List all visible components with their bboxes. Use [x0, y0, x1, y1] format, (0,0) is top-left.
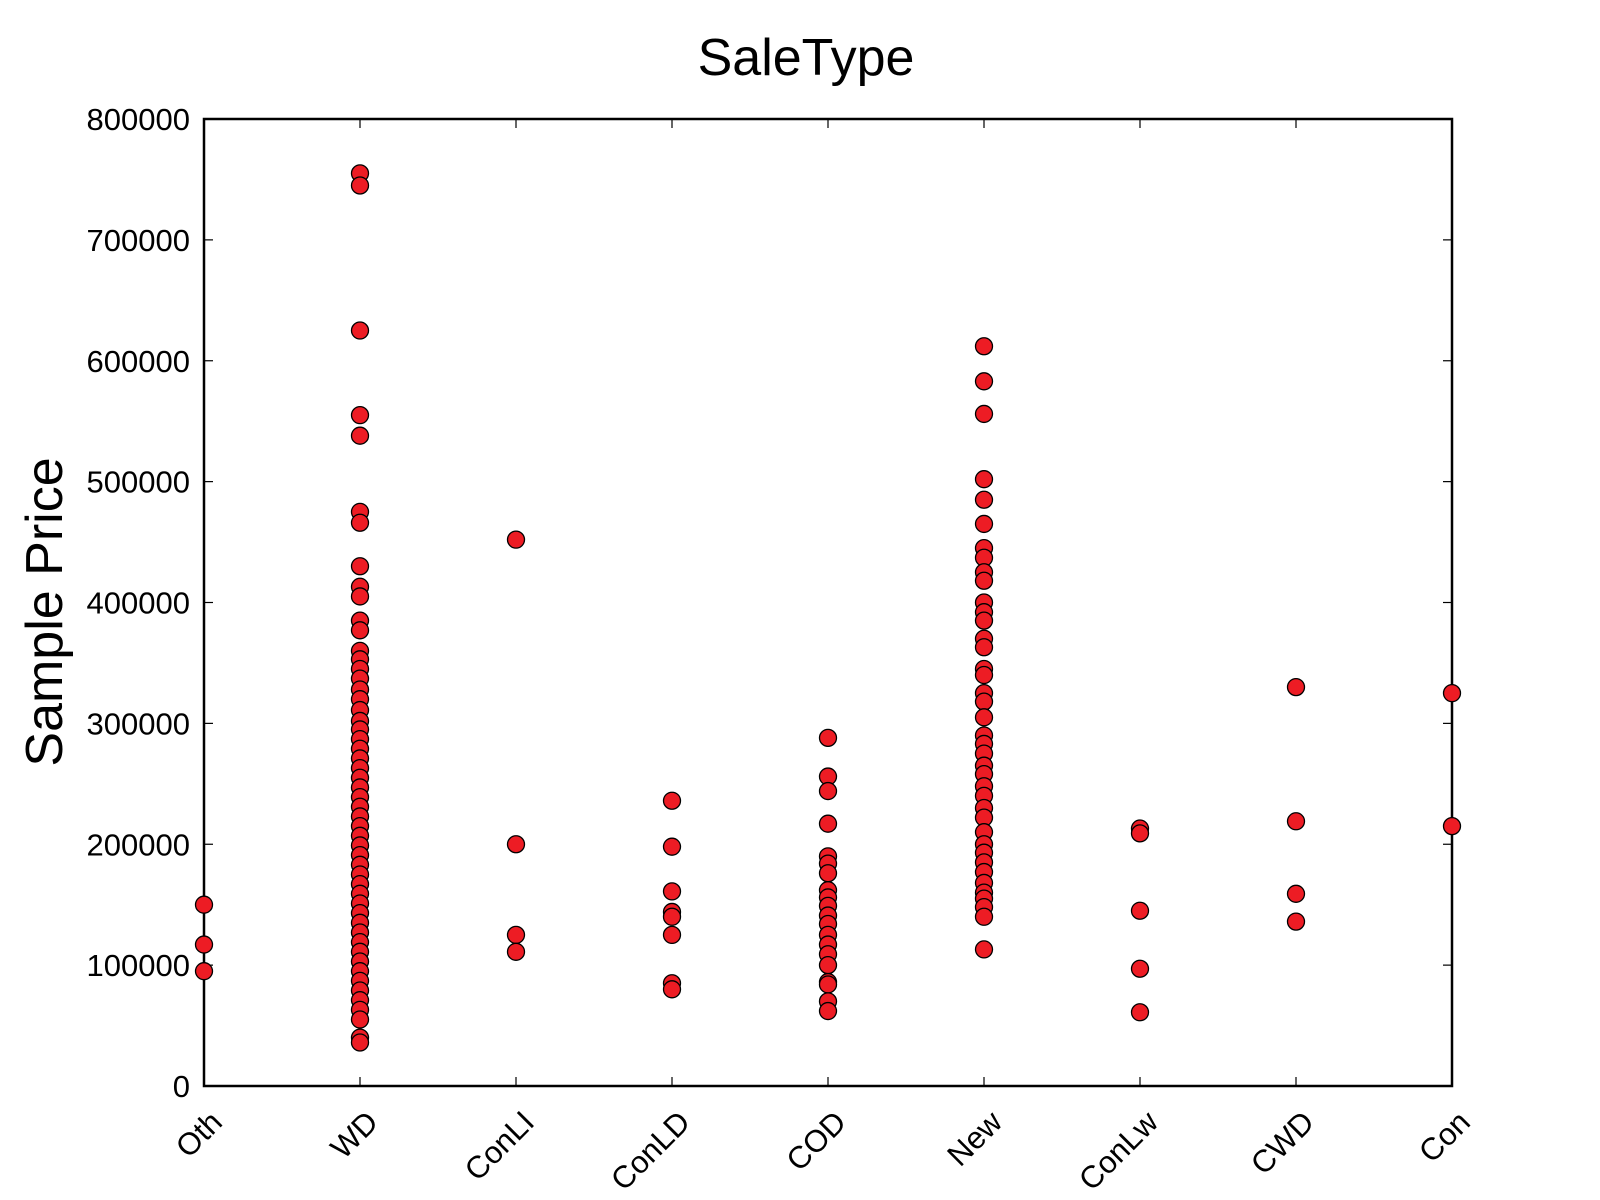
tick-marks	[203, 118, 1453, 1087]
data-point	[818, 728, 838, 748]
chart-title: SaleType	[698, 29, 915, 87]
data-point	[350, 557, 370, 576]
data-point	[662, 791, 682, 810]
data-point	[974, 638, 994, 657]
data-point	[974, 907, 994, 926]
data-point	[350, 405, 370, 425]
data-point	[974, 940, 994, 959]
data-point	[1442, 684, 1462, 703]
data-point	[974, 337, 994, 356]
data-point	[974, 571, 994, 590]
y-tick-labels: 0 100000 200000 300000 400000 500000 600000 700…	[87, 102, 190, 1104]
data-point	[1130, 959, 1150, 978]
data-point	[350, 513, 370, 532]
x-tick-label-wd: WD	[324, 1104, 385, 1165]
data-point	[1130, 1003, 1150, 1022]
x-tick-label-new: New	[940, 1104, 1009, 1173]
y-tick-label: 400000	[87, 586, 190, 621]
x-tick-label-conlw: ConLw	[1072, 1104, 1165, 1197]
data-point	[662, 980, 682, 999]
data-point	[1286, 884, 1306, 903]
y-tick-label: 500000	[87, 465, 190, 500]
data-point	[662, 837, 682, 856]
x-tick-label-conld: ConLD	[604, 1104, 697, 1197]
y-tick-label: 200000	[87, 827, 190, 862]
data-point	[350, 321, 370, 340]
data-point	[506, 835, 526, 854]
data-point	[1442, 816, 1462, 836]
data-point	[194, 962, 214, 981]
data-point	[350, 1010, 370, 1029]
data-point	[350, 621, 370, 640]
y-tick-label: 0	[173, 1069, 190, 1104]
data-point	[974, 490, 994, 509]
data-point	[506, 925, 526, 945]
data-point	[662, 925, 682, 945]
data-point	[1286, 912, 1306, 931]
y-tick-label: 100000	[87, 948, 190, 983]
data-point	[974, 611, 994, 630]
data-point	[974, 708, 994, 727]
data-point	[974, 404, 994, 424]
x-tick-labels: Oth WD ConLI ConLD COD New ConLw CWD Con	[169, 1104, 1477, 1197]
data-point	[662, 882, 682, 901]
x-tick-label-cwd: CWD	[1244, 1104, 1321, 1181]
data-point	[974, 665, 994, 685]
x-tick-label-conli: ConLI	[458, 1104, 541, 1187]
data-point	[974, 372, 994, 391]
data-point	[974, 692, 994, 711]
x-tick-label-cod: COD	[779, 1104, 852, 1177]
data-point	[818, 975, 838, 994]
y-tick-label: 700000	[87, 223, 190, 258]
data-point	[818, 864, 838, 883]
y-tick-label: 600000	[87, 344, 190, 379]
y-tick-label: 300000	[87, 706, 190, 741]
data-point	[974, 470, 994, 489]
data-point	[1286, 812, 1306, 831]
data-point	[818, 955, 838, 975]
data-point	[506, 942, 526, 961]
data-point	[194, 935, 214, 954]
data-points	[194, 164, 1462, 1052]
data-point	[818, 814, 838, 833]
data-point	[1286, 677, 1306, 697]
data-point	[506, 530, 526, 549]
y-tick-label: 800000	[87, 102, 190, 137]
data-point	[350, 1033, 370, 1052]
data-point	[974, 514, 994, 534]
data-point	[350, 587, 370, 606]
data-point	[350, 176, 370, 195]
data-point	[1130, 901, 1150, 920]
data-point	[194, 895, 214, 914]
data-point	[818, 1001, 838, 1021]
data-point	[350, 426, 370, 445]
data-point	[1130, 824, 1150, 843]
data-point	[818, 781, 838, 801]
y-axis-title: Sample Price	[16, 457, 74, 766]
x-tick-label-oth: Oth	[169, 1104, 229, 1164]
data-point	[662, 907, 682, 926]
x-tick-label-con: Con	[1412, 1104, 1477, 1169]
